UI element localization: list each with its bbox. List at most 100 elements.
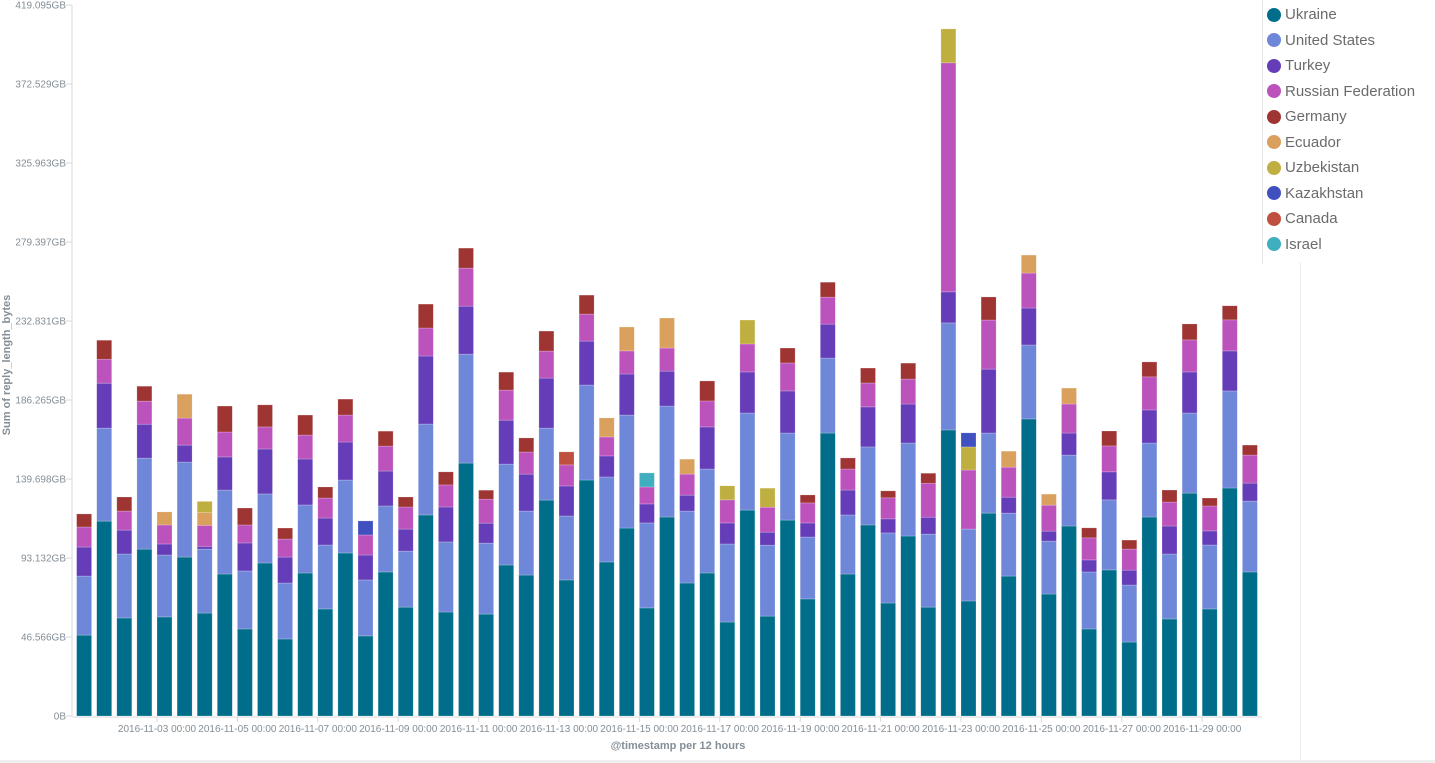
bar-segment-russian-federation[interactable] [840, 468, 856, 491]
bar-segment-united-states[interactable] [1201, 544, 1218, 610]
bar-segment-russian-federation[interactable] [980, 319, 997, 370]
bar-segment-turkey[interactable] [558, 485, 575, 517]
bar-segment-turkey[interactable] [397, 528, 414, 552]
bar-segment-ukraine[interactable] [980, 512, 997, 717]
bar-segment-ukraine[interactable] [377, 571, 394, 717]
bar-stack-12[interactable] [317, 486, 334, 717]
bar-segment-turkey[interactable] [900, 403, 917, 444]
bar-segment-ukraine[interactable] [840, 573, 856, 717]
bar-segment-ukraine[interactable] [1041, 593, 1057, 717]
bar-stack-33[interactable] [739, 319, 756, 717]
bar-segment-germany[interactable] [217, 405, 233, 433]
bar-segment-germany[interactable] [1141, 361, 1158, 378]
bar-segment-ukraine[interactable] [1161, 618, 1178, 717]
bar-segment-turkey[interactable] [779, 390, 796, 434]
bar-segment-canada[interactable] [558, 451, 575, 466]
bar-segment-russian-federation[interactable] [860, 382, 876, 408]
bar-stack-41[interactable] [900, 362, 917, 717]
bar-stack-46[interactable] [1000, 450, 1017, 717]
bar-segment-ukraine[interactable] [277, 638, 293, 717]
bar-segment-united-states[interactable] [458, 353, 474, 464]
bar-segment-united-states[interactable] [538, 427, 555, 501]
bar-stack-36[interactable] [799, 494, 816, 717]
bar-segment-russian-federation[interactable] [498, 389, 515, 421]
bar-segment-russian-federation[interactable] [1141, 376, 1158, 411]
bar-segment-ukraine[interactable] [759, 615, 776, 717]
bar-segment-ukraine[interactable] [659, 516, 675, 717]
bar-stack-2[interactable] [116, 496, 133, 717]
bar-stack-18[interactable] [438, 471, 454, 717]
bar-segment-ukraine[interactable] [217, 573, 233, 717]
bar-segment-germany[interactable] [578, 294, 595, 315]
bar-segment-united-states[interactable] [940, 322, 957, 431]
bar-segment-ukraine[interactable] [176, 556, 193, 717]
bar-segment-turkey[interactable] [76, 546, 92, 577]
bar-segment-ukraine[interactable] [438, 611, 454, 717]
bar-segment-united-states[interactable] [659, 405, 675, 518]
bar-segment-ukraine[interactable] [257, 562, 273, 717]
bar-segment-russian-federation[interactable] [1161, 501, 1178, 527]
bar-segment-united-states[interactable] [116, 553, 133, 619]
bar-segment-turkey[interactable] [940, 291, 957, 324]
bar-segment-germany[interactable] [498, 371, 515, 391]
bar-stack-37[interactable] [819, 281, 836, 717]
bar-stack-1[interactable] [96, 339, 112, 717]
bar-segment-russian-federation[interactable] [317, 497, 334, 519]
bar-stack-54[interactable] [1161, 489, 1178, 717]
bar-segment-ukraine[interactable] [960, 600, 977, 717]
bar-stack-40[interactable] [880, 490, 896, 717]
bar-segment-turkey[interactable] [819, 323, 836, 359]
bar-stack-7[interactable] [217, 405, 233, 717]
bar-segment-russian-federation[interactable] [920, 482, 937, 518]
bar-segment-russian-federation[interactable] [1101, 445, 1117, 473]
bar-stack-39[interactable] [860, 367, 876, 717]
bar-segment-ukraine[interactable] [719, 621, 736, 717]
bar-segment-russian-federation[interactable] [739, 343, 756, 373]
bar-segment-germany[interactable] [337, 398, 354, 416]
bar-segment-ecuador[interactable] [1020, 254, 1037, 274]
bar-segment-kazakhstan[interactable] [357, 520, 374, 536]
bar-stack-42[interactable] [920, 472, 937, 717]
legend-item-canada[interactable]: Canada [1263, 206, 1435, 232]
bar-segment-ukraine[interactable] [196, 612, 213, 717]
bar-segment-ukraine[interactable] [699, 572, 716, 717]
bar-segment-united-states[interactable] [960, 528, 977, 602]
bar-segment-uzbekistan[interactable] [940, 28, 957, 64]
bar-segment-germany[interactable] [880, 490, 896, 499]
bar-segment-united-states[interactable] [799, 536, 816, 600]
bar-segment-germany[interactable] [1081, 527, 1097, 539]
bar-segment-russian-federation[interactable] [1181, 339, 1198, 373]
bar-segment-russian-federation[interactable] [337, 414, 354, 443]
bar-segment-united-states[interactable] [1081, 571, 1097, 630]
bar-segment-kazakhstan[interactable] [960, 432, 977, 448]
legend-item-kazakhstan[interactable]: Kazakhstan [1263, 181, 1435, 207]
bar-segment-russian-federation[interactable] [699, 400, 716, 428]
bar-segment-turkey[interactable] [699, 426, 716, 470]
bar-segment-united-states[interactable] [156, 554, 173, 618]
bar-stack-0[interactable] [76, 513, 92, 717]
bar-segment-united-states[interactable] [217, 489, 233, 575]
bar-segment-turkey[interactable] [277, 556, 293, 584]
bar-stack-34[interactable] [759, 487, 776, 717]
bar-stack-15[interactable] [377, 430, 394, 717]
bar-segment-turkey[interactable] [297, 458, 314, 506]
bar-segment-ukraine[interactable] [618, 527, 635, 717]
bar-segment-russian-federation[interactable] [1121, 548, 1138, 571]
bar-stack-11[interactable] [297, 414, 314, 717]
bar-segment-germany[interactable] [1201, 497, 1218, 507]
bar-stack-17[interactable] [417, 303, 434, 717]
bar-stack-3[interactable] [136, 385, 153, 717]
bar-segment-germany[interactable] [518, 437, 535, 453]
bar-segment-united-states[interactable] [317, 544, 334, 610]
bar-segment-united-states[interactable] [699, 468, 716, 574]
bar-segment-turkey[interactable] [156, 543, 173, 556]
bar-segment-russian-federation[interactable] [1020, 272, 1037, 309]
bar-segment-germany[interactable] [1222, 305, 1238, 321]
bar-segment-ukraine[interactable] [1242, 571, 1258, 717]
bar-stack-5[interactable] [176, 393, 193, 717]
bar-stack-52[interactable] [1121, 539, 1138, 717]
bar-stack-53[interactable] [1141, 361, 1158, 717]
bar-segment-russian-federation[interactable] [76, 526, 92, 548]
bar-segment-turkey[interactable] [920, 516, 937, 535]
bar-segment-germany[interactable] [458, 247, 474, 269]
